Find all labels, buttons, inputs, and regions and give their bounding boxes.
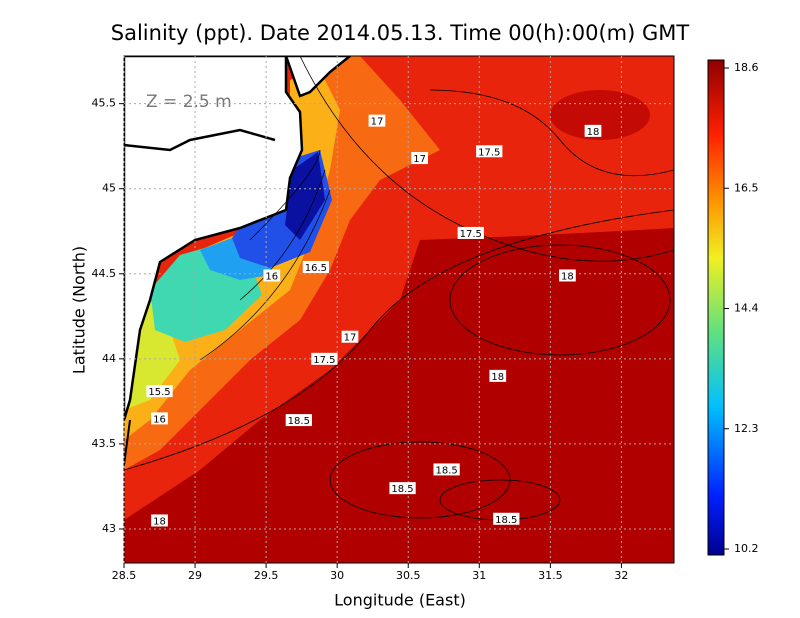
x-tick-label: 28.5 bbox=[112, 569, 137, 582]
contour-label: 18 bbox=[587, 127, 600, 138]
depth-annotation: Z = 2.5 m bbox=[146, 92, 232, 112]
contour-label-box bbox=[368, 114, 386, 127]
contour-label: 17 bbox=[413, 154, 426, 165]
x-tick-label: 31 bbox=[472, 569, 486, 582]
y-tick-label: 43 bbox=[102, 522, 116, 535]
contour-label-box bbox=[341, 330, 359, 343]
x-axis-label: Longitude (East) bbox=[334, 591, 466, 610]
colorbar bbox=[707, 59, 725, 556]
contour-label-box bbox=[285, 414, 312, 427]
y-tick-label: 45 bbox=[102, 182, 116, 195]
colorbar-label: 14.4 bbox=[734, 302, 759, 315]
contour-label-box bbox=[151, 412, 168, 425]
x-tick-label: 30.5 bbox=[396, 569, 421, 582]
contour-label-box bbox=[311, 352, 338, 365]
contour-label: 18.5 bbox=[435, 465, 457, 476]
contour-label-box bbox=[146, 385, 173, 398]
contour-label-box bbox=[559, 269, 576, 282]
contour-label-box bbox=[489, 369, 507, 382]
contour-label: 17.5 bbox=[460, 229, 482, 240]
contour-label-box bbox=[493, 512, 520, 525]
contour-label-box bbox=[457, 226, 484, 239]
contour-label-box bbox=[389, 482, 416, 495]
contour-label: 18 bbox=[491, 372, 504, 383]
field bbox=[124, 56, 674, 563]
contour-label: 17 bbox=[371, 117, 384, 128]
contour-label-box bbox=[411, 152, 428, 165]
y-tick-label: 45.5 bbox=[92, 97, 117, 110]
x-tick-label: 31.5 bbox=[538, 569, 563, 582]
y-tick-label: 44 bbox=[102, 352, 116, 365]
x-tick-label: 29.5 bbox=[254, 569, 279, 582]
contour-label: 16 bbox=[265, 271, 278, 282]
y-axis-label: Latitude (North) bbox=[70, 246, 89, 374]
contour-label: 17 bbox=[344, 333, 357, 344]
plot-frame bbox=[123, 55, 675, 564]
contour-label: 18.5 bbox=[495, 515, 517, 526]
colorbar-label: 12.3 bbox=[734, 422, 759, 435]
contour-label-box bbox=[476, 145, 503, 158]
contour-label: 18.5 bbox=[391, 484, 413, 495]
contour-label-box bbox=[263, 269, 281, 282]
colorbar-label: 10.2 bbox=[734, 542, 759, 555]
chart-title: Salinity (ppt). Date 2014.05.13. Time 00… bbox=[111, 21, 690, 45]
contour-label: 18 bbox=[153, 516, 166, 527]
contour-label: 17.5 bbox=[313, 355, 335, 366]
contour-label-box bbox=[584, 124, 602, 137]
contour-label-box bbox=[151, 514, 168, 527]
x-tick-label: 30 bbox=[330, 569, 344, 582]
contour-label: 18.5 bbox=[288, 416, 310, 427]
colorbar-label: 16.5 bbox=[734, 181, 759, 194]
contour-label: 18 bbox=[561, 271, 574, 282]
y-tick-label: 43.5 bbox=[92, 437, 117, 450]
colorbar-label: 18.6 bbox=[734, 61, 759, 74]
contour-label: 16 bbox=[153, 414, 166, 425]
contour-label-box bbox=[433, 463, 460, 476]
x-tick-label: 29 bbox=[188, 569, 202, 582]
y-tick-label: 44.5 bbox=[92, 267, 117, 280]
contour-label: 17.5 bbox=[478, 147, 500, 158]
contour-label: 16.5 bbox=[305, 263, 327, 274]
contour-label-box bbox=[302, 260, 329, 273]
x-tick-label: 32 bbox=[614, 569, 628, 582]
contour-label: 15.5 bbox=[148, 387, 170, 398]
